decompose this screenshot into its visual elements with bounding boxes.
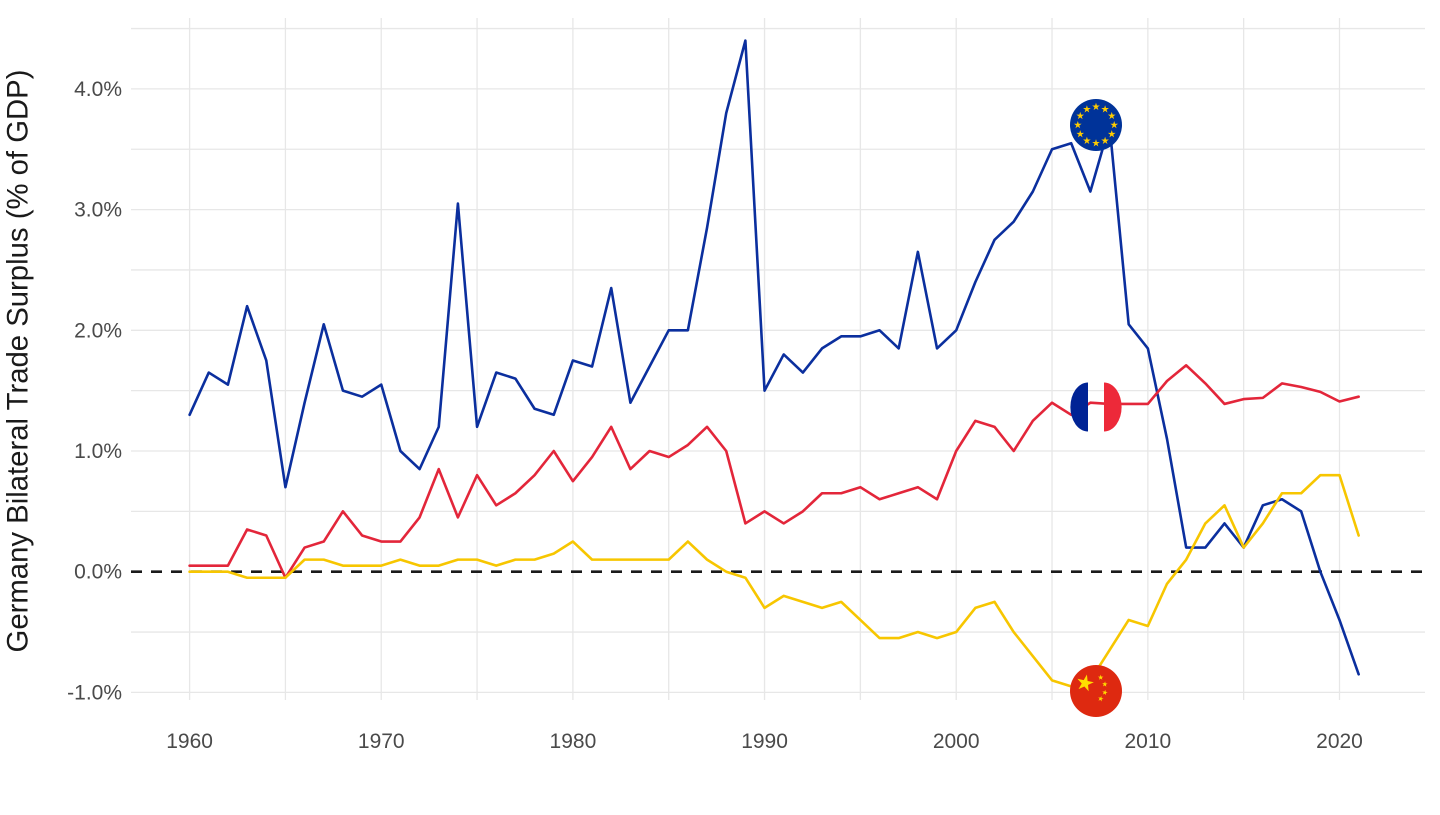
svg-text:2.0%: 2.0% (74, 319, 122, 342)
svg-text:4.0%: 4.0% (74, 78, 122, 101)
svg-text:-1.0%: -1.0% (67, 681, 122, 704)
svg-text:2020: 2020 (1316, 730, 1363, 753)
svg-text:2010: 2010 (1124, 730, 1171, 753)
svg-text:3.0%: 3.0% (74, 199, 122, 222)
svg-text:1980: 1980 (550, 730, 597, 753)
svg-text:1970: 1970 (358, 730, 405, 753)
svg-text:Germany Bilateral Trade Surplu: Germany Bilateral Trade Surplus (% of GD… (2, 70, 35, 653)
svg-text:0.0%: 0.0% (74, 561, 122, 584)
svg-text:1.0%: 1.0% (74, 440, 122, 463)
svg-text:1960: 1960 (166, 730, 213, 753)
svg-text:2000: 2000 (933, 730, 980, 753)
svg-text:1990: 1990 (741, 730, 788, 753)
